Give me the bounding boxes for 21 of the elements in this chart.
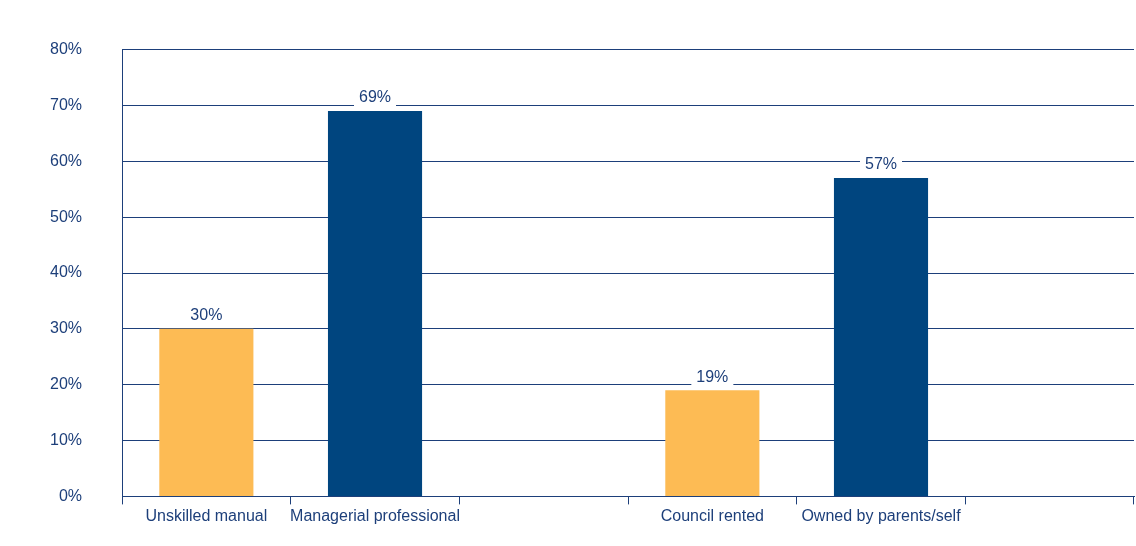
y-tick-label: 40%: [49, 263, 83, 281]
y-tick-label: 10%: [49, 430, 83, 448]
x-tick-label: Managerial professional: [290, 507, 460, 525]
y-tick-label: 30%: [49, 319, 83, 337]
y-tick-label: 70%: [49, 95, 83, 113]
bar: [159, 328, 254, 496]
bar: [665, 390, 760, 496]
y-tick-label: 0%: [58, 486, 83, 504]
data-label: 69%: [359, 88, 392, 106]
y-tick-label: 20%: [49, 375, 83, 393]
y-tick-label: 80%: [49, 40, 83, 58]
x-tick-label: Council rented: [660, 507, 764, 525]
x-tick-label: Owned by parents/self: [801, 507, 962, 525]
bar: [327, 111, 423, 496]
data-label: 19%: [696, 367, 729, 385]
y-tick-label: 60%: [49, 151, 83, 169]
y-tick-label: 50%: [49, 207, 83, 225]
x-tick-label: Unskilled manual: [145, 507, 268, 525]
bar: [833, 178, 929, 496]
data-label: 30%: [190, 306, 223, 324]
data-label: 57%: [864, 155, 898, 173]
